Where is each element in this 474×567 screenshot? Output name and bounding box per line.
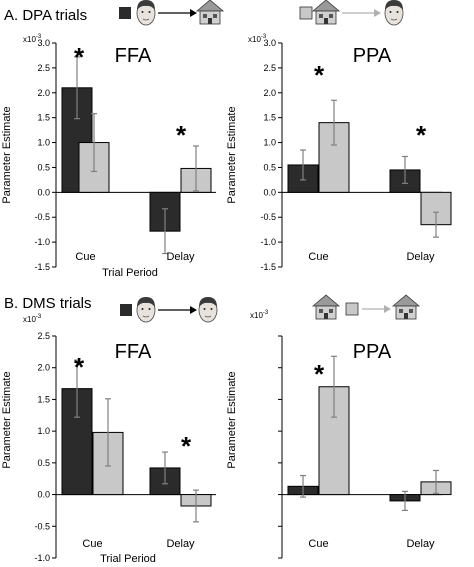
chart-title: PPA [353,341,392,363]
legend-b [120,294,421,323]
arrowhead-icon [190,9,197,17]
dark-square-icon [119,7,131,19]
y-tick-label: -0.5 [34,521,50,531]
category-label: Cue [308,538,328,550]
y-tick-label: 3.0 [263,38,276,48]
y-tick-label: 0.0 [37,490,50,500]
y-axis-label: Parameter Estimate [1,371,13,468]
dark-square-icon [120,304,132,316]
axis-multiplier: x10-3 [23,34,42,44]
category-label: Delay [406,251,435,263]
y-tick-label: 1.0 [37,138,50,148]
house-icon [195,0,225,25]
house-icon [391,294,421,320]
y-tick-label: -1.0 [34,553,50,563]
y-axis-label: Parameter Estimate [226,106,238,203]
significance-star: * [74,352,85,382]
y-axis-label: Parameter Estimate [226,371,238,468]
significance-star: * [181,431,192,461]
y-tick-label: -1.5 [34,262,50,272]
y-tick-label: 2.5 [37,331,50,341]
y-tick-label: -1.0 [260,237,276,247]
chart-panel-3: -1.0 -0.5 0.0 0.5 1.0 1.5 2.0 2.5 x10-3 Parameter… [1,314,216,565]
y-tick-label: 0.5 [263,162,276,172]
charts-container: -1.5-1.0-0.50.00.51.01.52.02.53.0x10-3Pa… [1,34,452,565]
chart-title: FFA [115,45,152,67]
arrowhead-icon [374,9,381,17]
face-icon [198,297,218,323]
category-label: Delay [166,538,195,550]
axis-multiplier: x10-3 [248,34,267,44]
significance-star: * [74,42,85,72]
y-tick-label: 2.0 [263,88,276,98]
significance-star: * [416,120,427,150]
axis-multiplier: x10-3 [23,314,42,324]
y-tick-label: 1.5 [37,394,50,404]
y-tick-label: -1.0 [34,237,50,247]
category-label: Cue [75,251,95,263]
significance-star: * [176,120,187,150]
y-tick-label: 3.0 [37,38,50,48]
y-tick-label: -0.5 [260,212,276,222]
category-label: Delay [406,538,435,550]
light-square-icon [299,6,313,20]
chart-title: PPA [353,45,392,67]
arrowhead-icon [190,306,197,314]
face-icon [136,0,156,26]
y-tick-label: 2.0 [37,88,50,98]
significance-star: * [314,359,325,389]
y-tick-label: 1.0 [37,426,50,436]
y-tick-label: 0.5 [37,458,50,468]
y-tick-label: 1.0 [263,138,276,148]
category-label: Cue [82,538,102,550]
y-axis-label: Parameter Estimate [1,106,13,203]
category-label: Delay [166,251,195,263]
category-label: Cue [308,251,328,263]
face-icon [136,297,156,323]
house-icon [311,0,341,25]
y-tick-label: 0.5 [37,162,50,172]
chart-title: FFA [115,341,152,363]
y-tick-label: 1.5 [37,113,50,123]
y-tick-label: 2.0 [37,363,50,373]
legend-a [119,0,404,26]
chart-panel-4: x10-3 Parameter Estimate PPA Cue * Delay [226,310,452,559]
y-tick-label: 2.5 [263,63,276,73]
arrowhead-icon [384,305,391,313]
y-tick-label: -1.5 [260,262,276,272]
section-b-label: B. DMS trials [4,295,92,312]
y-tick-label: 0.0 [37,187,50,197]
axis-multiplier: x10-3 [250,310,269,320]
y-tick-label: 2.5 [37,63,50,73]
x-axis-label: Trial Period [102,267,158,279]
section-a-label: A. DPA trials [4,7,87,24]
y-tick-label: 1.5 [263,113,276,123]
house-icon [311,294,341,320]
significance-star: * [314,60,325,90]
light-square-icon [345,302,359,316]
x-axis-label: Trial Period [100,553,156,565]
face-icon [384,0,404,26]
y-tick-label: -0.5 [34,212,50,222]
y-tick-label: 0.0 [263,187,276,197]
